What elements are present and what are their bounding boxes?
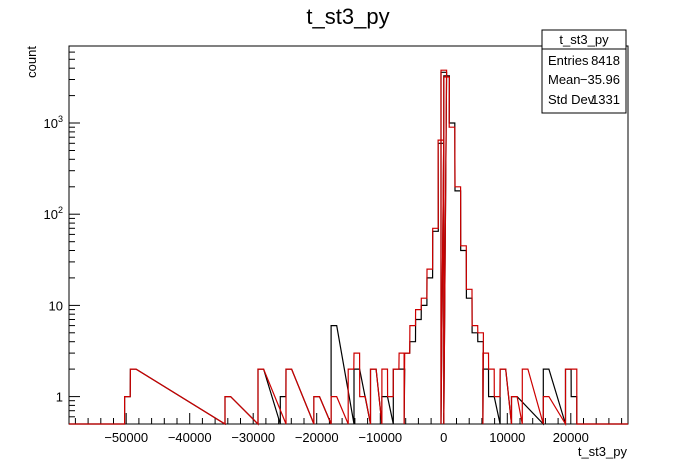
y-tick-label: 1 xyxy=(56,390,63,405)
y-tick-label: 102 xyxy=(44,205,63,222)
stats-stddev-label: Std Dev xyxy=(548,92,595,107)
chart-title: t_st3_py xyxy=(306,4,389,29)
x-tick-label: −10000 xyxy=(358,430,402,445)
histogram-series xyxy=(69,69,628,427)
histogram-series-2 xyxy=(69,69,628,427)
y-axis: 1 10 102 103 xyxy=(44,45,80,425)
stats-mean-label: Mean xyxy=(548,72,581,87)
y-tick-label: 103 xyxy=(44,114,63,131)
y-tick-label: 10 xyxy=(49,298,63,313)
y-axis-title: count xyxy=(24,46,39,78)
x-tick-label: 10000 xyxy=(489,430,525,445)
x-tick-label: 0 xyxy=(440,430,447,445)
stats-entries-value: 8418 xyxy=(591,53,620,68)
x-tick-label: 20000 xyxy=(553,430,589,445)
stats-box-title: t_st3_py xyxy=(559,32,609,47)
x-tick-label: −30000 xyxy=(231,430,275,445)
stats-entries-label: Entries xyxy=(548,53,589,68)
stats-stddev-value: 1331 xyxy=(591,92,620,107)
stats-mean-value: −35.96 xyxy=(580,72,620,87)
x-tick-label: −20000 xyxy=(295,430,339,445)
x-tick-label: −40000 xyxy=(168,430,212,445)
x-axis: −50000 −40000 −30000 −20000 −10000 0 10000 2000… xyxy=(74,413,623,445)
stats-box-frame xyxy=(541,29,627,114)
x-axis-title: t_st3_py xyxy=(578,444,628,459)
stats-box: t_st3_py Entries 8418 Mean −35.96 Std De… xyxy=(541,29,627,114)
x-tick-label: −50000 xyxy=(104,430,148,445)
